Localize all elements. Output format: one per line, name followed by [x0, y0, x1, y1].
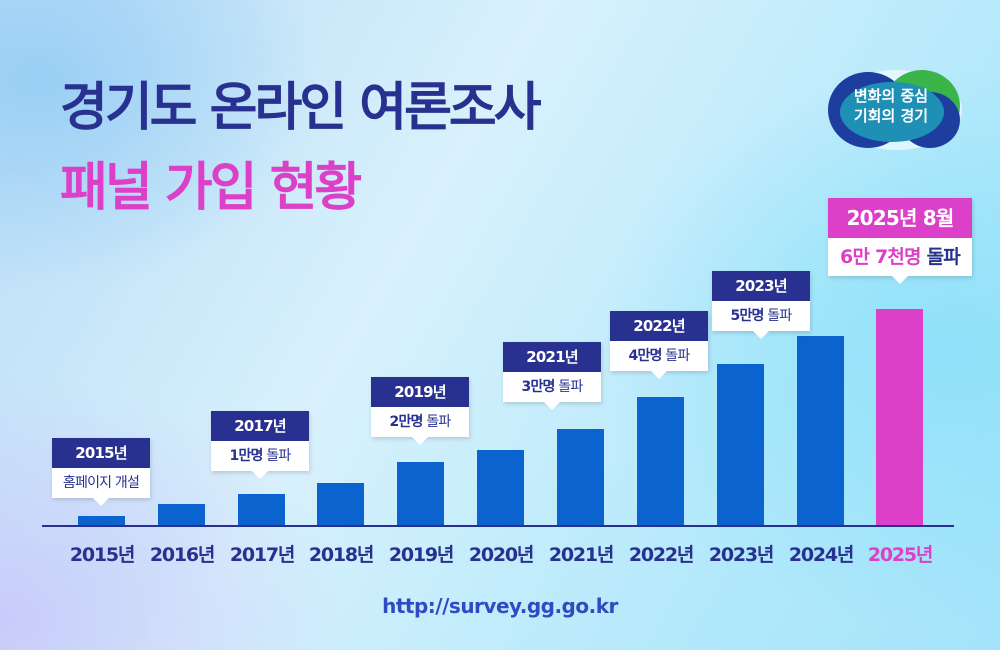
bar-2024 [797, 336, 844, 526]
x-label-2019: 2019년 [388, 544, 455, 566]
callout-count: 2만명 [389, 414, 424, 430]
bar-2023 [717, 364, 764, 526]
callout-text: 돌파 [661, 348, 690, 364]
bar-2025 [876, 309, 923, 526]
x-label-2016: 2016년 [149, 544, 216, 566]
callout-2023: 2023년 5만명 돌파 [712, 271, 810, 339]
bar-2020 [477, 450, 524, 526]
callout-count: 1만명 [229, 448, 264, 464]
callout-2021: 2021년 3만명 돌파 [503, 342, 601, 410]
x-label-2024: 2024년 [788, 544, 855, 566]
callout-2022: 2022년 4만명 돌파 [610, 311, 708, 379]
slogan-badge: 변화의 중심 기회의 경기 [826, 66, 966, 152]
bar-2016 [158, 504, 205, 526]
x-label-2022: 2022년 [628, 544, 695, 566]
bar-2021 [557, 429, 604, 526]
callout-text: 돌파 [262, 448, 291, 464]
callout-count: 6만 7천명 [840, 246, 922, 268]
callout-2015: 2015년 홈페이지 개설 [52, 438, 150, 506]
callout-year: 2022년 [610, 311, 708, 341]
callout-2017: 2017년 1만명 돌파 [211, 411, 309, 479]
x-axis-line [42, 525, 954, 527]
bar-2017 [238, 494, 285, 526]
bar-2022 [637, 397, 684, 526]
cloud-logo-icon [828, 70, 962, 150]
callout-text: 홈페이지 개설 [62, 475, 140, 491]
slogan-line1: 변화의 중심 [853, 87, 929, 105]
callout-text: 돌파 [763, 308, 792, 324]
callout-count: 4만명 [628, 348, 663, 364]
x-label-2020: 2020년 [468, 544, 535, 566]
callout-year: 2015년 [52, 438, 150, 468]
x-label-2021: 2021년 [548, 544, 615, 566]
bar-2019 [397, 462, 444, 526]
x-label-2017: 2017년 [229, 544, 296, 566]
callout-text: 돌파 [422, 414, 451, 430]
callout-year: 2023년 [712, 271, 810, 301]
bar-2015 [78, 516, 125, 526]
callout-text: 돌파 [920, 246, 961, 268]
page-title: 경기도 온라인 여론조사 [60, 78, 542, 138]
x-label-2018: 2018년 [308, 544, 375, 566]
callout-2019: 2019년 2만명 돌파 [371, 377, 469, 445]
callout-count: 5만명 [730, 308, 765, 324]
callout-text: 돌파 [554, 379, 583, 395]
x-label-2025: 2025년 [867, 544, 934, 566]
callout-year: 2021년 [503, 342, 601, 372]
callout-2025: 2025년 8월 6만 7천명 돌파 [828, 198, 972, 284]
x-label-2023: 2023년 [708, 544, 775, 566]
callout-count: 3만명 [521, 379, 556, 395]
callout-year: 2017년 [211, 411, 309, 441]
slogan-line2: 기회의 경기 [853, 107, 929, 125]
callout-year: 2019년 [371, 377, 469, 407]
page-subtitle: 패널 가입 현황 [60, 158, 362, 218]
survey-url-link[interactable]: http://survey.gg.go.kr [382, 594, 618, 618]
callout-date: 2025년 8월 [828, 198, 972, 238]
x-label-2015: 2015년 [69, 544, 136, 566]
bar-2018 [317, 483, 364, 526]
